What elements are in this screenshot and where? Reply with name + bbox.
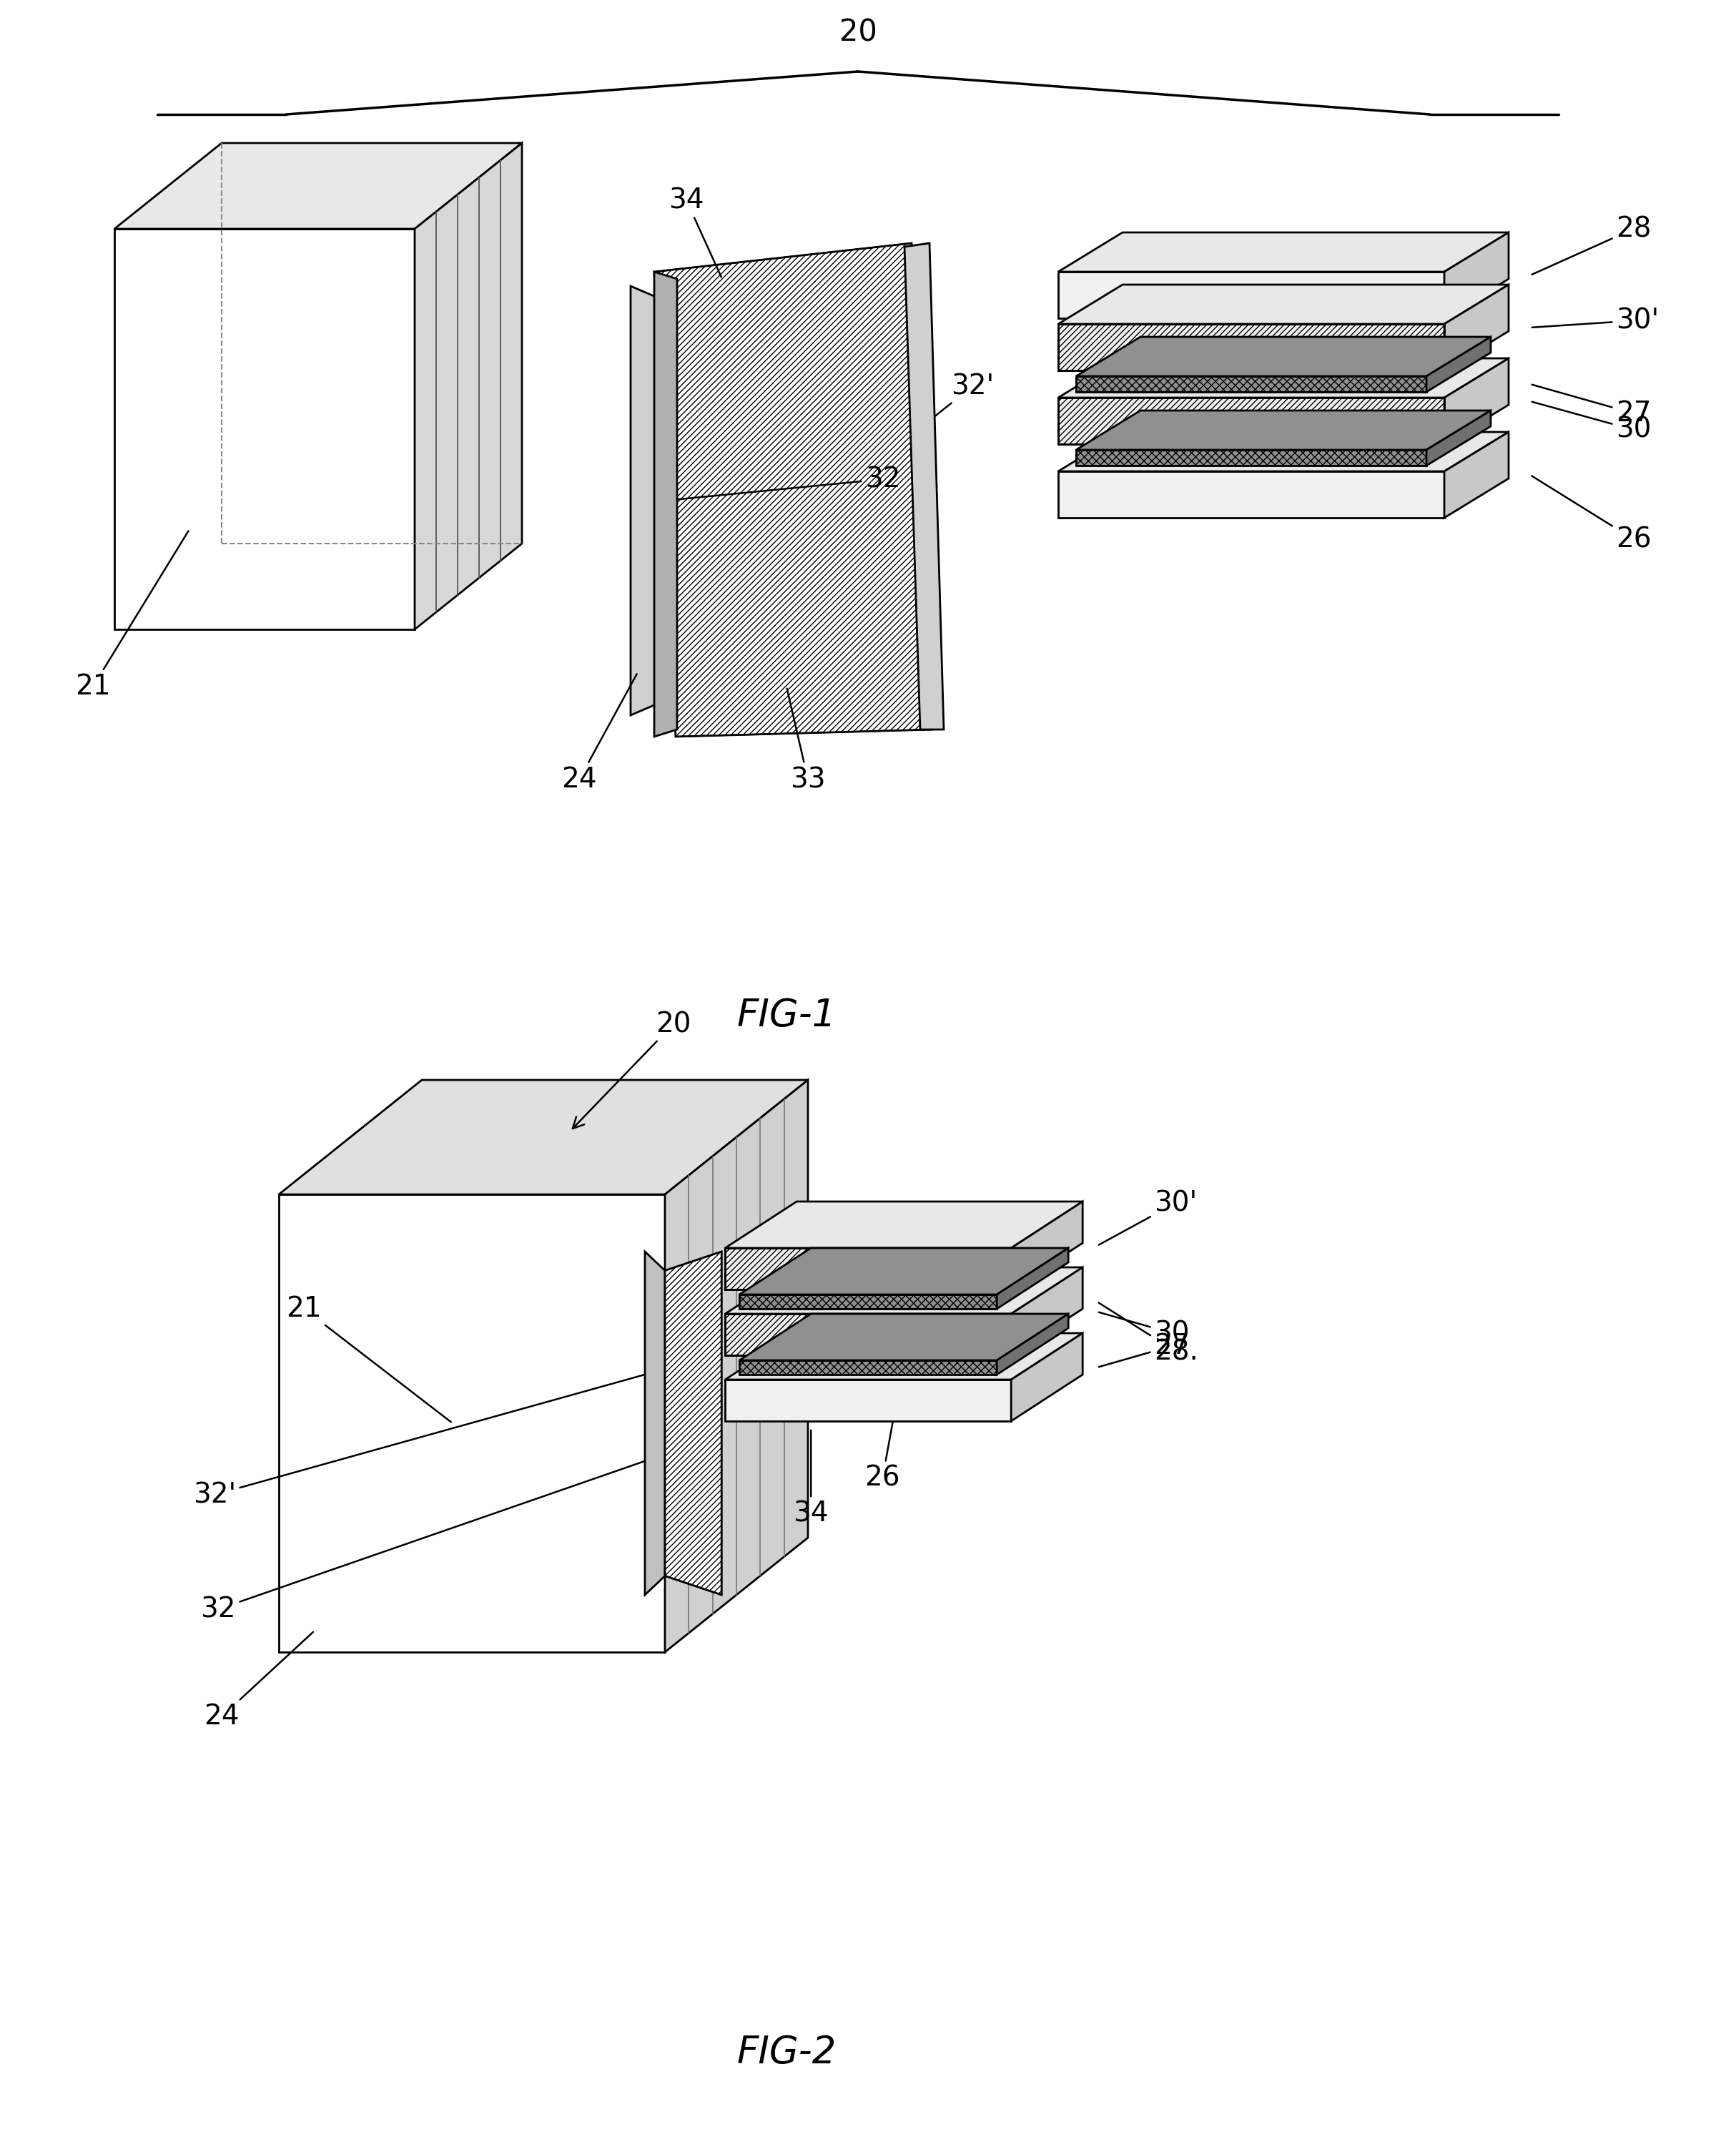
- Text: 34: 34: [668, 188, 722, 277]
- Polygon shape: [1059, 324, 1444, 371]
- Text: 26: 26: [865, 1403, 901, 1492]
- Polygon shape: [1076, 337, 1491, 375]
- Polygon shape: [740, 1313, 1068, 1360]
- Polygon shape: [665, 1251, 722, 1595]
- Polygon shape: [1444, 358, 1509, 443]
- Polygon shape: [740, 1294, 996, 1309]
- Polygon shape: [1444, 232, 1509, 318]
- Polygon shape: [1427, 337, 1491, 392]
- Polygon shape: [904, 243, 944, 729]
- Text: 20: 20: [573, 1011, 691, 1128]
- Polygon shape: [740, 1247, 1068, 1294]
- Polygon shape: [1076, 411, 1491, 450]
- Text: 27: 27: [1531, 384, 1651, 426]
- Polygon shape: [1076, 375, 1427, 392]
- Text: 32: 32: [667, 465, 901, 501]
- Polygon shape: [115, 228, 415, 629]
- Polygon shape: [1076, 450, 1427, 465]
- Text: 30': 30': [1099, 1190, 1198, 1245]
- Polygon shape: [1059, 232, 1509, 271]
- Text: 33: 33: [786, 689, 826, 793]
- Polygon shape: [726, 1313, 1010, 1356]
- Polygon shape: [1444, 286, 1509, 371]
- Text: FIG-1: FIG-1: [736, 998, 837, 1034]
- Text: 28: 28: [1531, 215, 1651, 275]
- Polygon shape: [726, 1379, 1010, 1422]
- Text: 24: 24: [203, 1631, 312, 1729]
- Polygon shape: [1059, 399, 1444, 443]
- Polygon shape: [1444, 433, 1509, 518]
- Polygon shape: [1059, 271, 1444, 318]
- Polygon shape: [654, 271, 677, 738]
- Text: 32': 32': [193, 1373, 653, 1507]
- Polygon shape: [665, 1081, 807, 1652]
- Text: 32: 32: [201, 1458, 653, 1622]
- Text: 21: 21: [75, 531, 189, 699]
- Polygon shape: [644, 1251, 665, 1595]
- Polygon shape: [726, 1247, 1010, 1290]
- Polygon shape: [726, 1332, 1083, 1379]
- Polygon shape: [996, 1313, 1068, 1375]
- Polygon shape: [415, 143, 523, 629]
- Polygon shape: [1010, 1332, 1083, 1422]
- Polygon shape: [1059, 286, 1509, 324]
- Text: 28.: 28.: [1099, 1303, 1198, 1364]
- Polygon shape: [740, 1360, 996, 1375]
- Text: 27: 27: [1099, 1332, 1189, 1367]
- Polygon shape: [1059, 433, 1509, 471]
- Polygon shape: [630, 286, 656, 714]
- Polygon shape: [1427, 411, 1491, 465]
- Text: 24: 24: [561, 674, 637, 793]
- Text: 30: 30: [1099, 1311, 1189, 1347]
- Polygon shape: [654, 243, 932, 738]
- Polygon shape: [1010, 1266, 1083, 1356]
- Polygon shape: [1059, 358, 1509, 399]
- Polygon shape: [1059, 471, 1444, 518]
- Polygon shape: [1010, 1202, 1083, 1290]
- Polygon shape: [726, 1266, 1083, 1313]
- Polygon shape: [996, 1247, 1068, 1309]
- Text: 32': 32': [920, 373, 995, 429]
- Text: 20: 20: [838, 17, 877, 47]
- Text: 26: 26: [1531, 475, 1651, 552]
- Polygon shape: [279, 1081, 807, 1194]
- Polygon shape: [115, 143, 523, 228]
- Text: FIG-2: FIG-2: [736, 2034, 837, 2070]
- Text: 30: 30: [1531, 401, 1651, 443]
- Polygon shape: [726, 1202, 1083, 1247]
- Text: 21: 21: [286, 1296, 451, 1422]
- Polygon shape: [279, 1194, 665, 1652]
- Text: 30': 30': [1533, 307, 1660, 335]
- Text: 34: 34: [793, 1431, 828, 1529]
